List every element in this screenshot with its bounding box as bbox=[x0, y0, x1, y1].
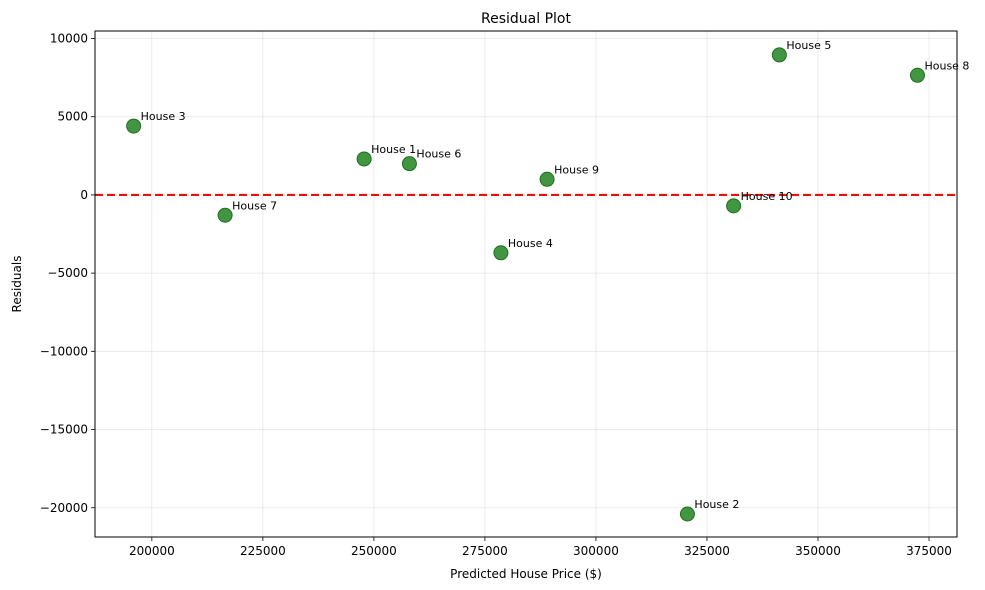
x-tick-label: 375000 bbox=[906, 544, 952, 558]
y-tick-label: −5000 bbox=[47, 266, 88, 280]
point-label: House 2 bbox=[694, 498, 739, 511]
data-point bbox=[356, 151, 372, 167]
x-tick-label: 225000 bbox=[240, 544, 286, 558]
data-point bbox=[217, 207, 233, 223]
data-point bbox=[771, 47, 787, 63]
x-tick-label: 250000 bbox=[351, 544, 397, 558]
point-label: House 4 bbox=[508, 237, 553, 250]
data-point bbox=[539, 171, 555, 187]
y-tick-label: 5000 bbox=[57, 110, 88, 124]
y-tick-label: 0 bbox=[80, 188, 88, 202]
point-label: House 1 bbox=[371, 143, 416, 156]
point-label: House 3 bbox=[141, 110, 186, 123]
point-label: House 10 bbox=[741, 190, 793, 203]
point-label: House 5 bbox=[786, 39, 831, 52]
points-layer bbox=[126, 47, 925, 522]
x-tick-label: 300000 bbox=[573, 544, 619, 558]
y-tick-label: −15000 bbox=[40, 423, 88, 437]
data-point bbox=[126, 118, 142, 134]
point-label: House 6 bbox=[416, 148, 461, 161]
annotations-layer: House 1 House 2 House 3 House 4 House 5 House… bbox=[141, 39, 970, 511]
ticks-layer: 200000 225000 250000 275000 300000 325000 3500… bbox=[40, 32, 952, 558]
data-point bbox=[401, 156, 417, 172]
data-point bbox=[679, 506, 695, 522]
plot-area-frame bbox=[94, 30, 958, 538]
grid-layer bbox=[95, 31, 957, 537]
y-tick-label: 10000 bbox=[50, 32, 88, 46]
point-label: House 9 bbox=[554, 163, 599, 176]
data-point bbox=[909, 67, 925, 83]
y-tick-label: −10000 bbox=[40, 344, 88, 358]
x-tick-label: 350000 bbox=[795, 544, 841, 558]
x-tick-label: 325000 bbox=[684, 544, 730, 558]
y-tick-label: −20000 bbox=[40, 501, 88, 515]
point-label: House 8 bbox=[924, 59, 969, 72]
x-tick-label: 275000 bbox=[462, 544, 508, 558]
x-tick-label: 200000 bbox=[129, 544, 175, 558]
data-point bbox=[493, 245, 509, 261]
chart-title: Residual Plot bbox=[481, 11, 571, 27]
data-point bbox=[726, 198, 742, 214]
x-axis-label: Predicted House Price ($) bbox=[450, 567, 602, 581]
point-label: House 7 bbox=[232, 199, 277, 212]
y-axis-label: Residuals bbox=[10, 256, 24, 313]
